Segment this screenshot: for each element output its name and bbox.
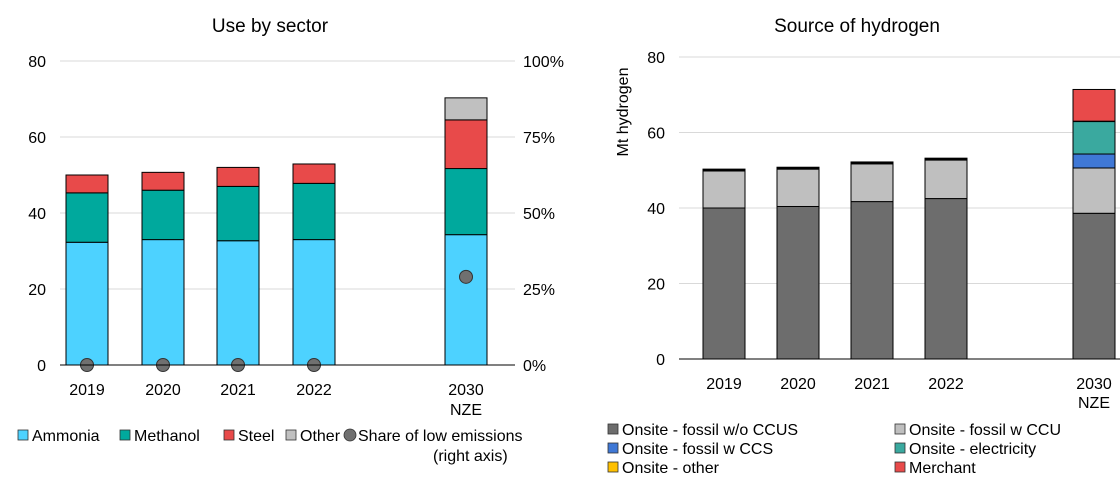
bar-segment-onsite-fossil-w-o-ccus	[776, 205, 820, 360]
bar-segment-merchant	[702, 168, 746, 171]
legend-label-merchant: Merchant	[909, 460, 976, 477]
legend-swatch-ammonia	[17, 429, 29, 441]
legend-label-onsite-electricity: Onsite - electricity	[909, 441, 1036, 458]
left-y-tick-label: 0	[37, 358, 46, 375]
bar-segment-onsite-fossil-w-ccu	[702, 170, 746, 209]
legend-swatch-onsite-fossil-w-ccs	[607, 442, 619, 454]
left-x-tick-label: 2030 NZE	[448, 382, 484, 419]
legend-swatch-merchant	[894, 461, 906, 473]
right-y-tick-label: 0	[656, 352, 665, 369]
left-x-tick-label: 2021	[220, 382, 256, 399]
left-x-tick-label: 2022	[296, 382, 332, 399]
legend-swatch-onsite-electricity	[894, 442, 906, 454]
right-gridlines	[679, 56, 1120, 284]
right-y-tick-label: 80	[647, 50, 665, 67]
legend-label-onsite-fossil-w-ccu: Onsite - fossil w CCU	[909, 422, 1061, 439]
bar-segment-merchant	[776, 166, 820, 169]
left-x-tick-label: 2020	[145, 382, 181, 399]
legend-swatch-share	[343, 428, 357, 442]
right-y-tick-label: 60	[647, 126, 665, 143]
bar-segment-methanol	[292, 182, 336, 241]
bar-segment-onsite-fossil-w-o-ccus	[850, 201, 894, 360]
bar-segment-steel	[292, 163, 336, 184]
right-y-axis-label: Mt hydrogen	[615, 68, 632, 157]
bar-segment-steel	[65, 174, 109, 194]
left-y2-tick-label: 0%	[523, 358, 546, 375]
left-gridlines	[60, 60, 515, 290]
bar-segment-ammonia	[216, 240, 260, 366]
bar-segment-onsite-electricity	[1072, 121, 1116, 155]
bar-segment-onsite-fossil-w-o-ccus	[1072, 212, 1116, 360]
legend-label-steel: Steel	[238, 428, 274, 445]
bar-segment-methanol	[65, 192, 109, 243]
left-y-tick-label: 80	[28, 54, 46, 71]
legend-label-onsite-fossil-w-o-ccus: Onsite - fossil w/o CCUS	[622, 422, 798, 439]
right-y-tick-label: 20	[647, 277, 665, 294]
left-legend: Ammonia Methanol Steel Other Share of low em…	[17, 428, 523, 465]
bar-segment-steel	[444, 119, 488, 170]
bar-segment-onsite-fossil-w-o-ccus	[702, 207, 746, 360]
bar-segment-onsite-fossil-w-ccu	[1072, 167, 1116, 214]
bar-segment-methanol	[216, 185, 260, 242]
left-y2-tick-label: 25%	[523, 282, 555, 299]
right-chart-title: Source of hydrogen	[774, 16, 940, 37]
right-x-tick-label: 2021	[854, 376, 890, 393]
bar-segment-onsite-fossil-w-ccu	[924, 159, 968, 200]
left-y2-tick-label: 100%	[523, 54, 564, 71]
legend-swatch-other	[285, 429, 297, 441]
right-axes: 0 20 40 60 80 2019 2020 2021 2022 2030 NZE	[647, 50, 1120, 412]
bar-segment-onsite-fossil-w-ccs	[1072, 153, 1116, 169]
right-y-tick-label: 40	[647, 201, 665, 218]
left-axes: 0 20 40 60 80 0% 25% 50% 75% 100% 2019 2020 2021 2022…	[28, 54, 564, 419]
legend-swatch-onsite-other	[607, 461, 619, 473]
bar-segment-onsite-fossil-w-ccu	[850, 163, 894, 203]
legend-swatch-onsite-fossil-w-ccu	[894, 423, 906, 435]
legend-label-onsite-fossil-w-ccs: Onsite - fossil w CCS	[622, 441, 773, 458]
right-x-tick-label: 2022	[928, 376, 964, 393]
left-bars	[65, 97, 488, 372]
right-bars	[702, 88, 1116, 360]
bar-segment-ammonia	[444, 234, 488, 366]
bar-segment-merchant	[1072, 88, 1116, 122]
bar-segment-merchant	[924, 157, 968, 160]
legend-label-share-of-low-emissions: Share of low emissions (right axis)	[358, 428, 523, 465]
legend-label-onsite-other: Onsite - other	[622, 460, 720, 477]
bar-segment-steel	[141, 171, 185, 191]
left-y-tick-label: 40	[28, 206, 46, 223]
legend-label-ammonia: Ammonia	[32, 428, 100, 445]
bar-segment-ammonia	[292, 239, 336, 366]
bar-segment-merchant	[850, 161, 894, 164]
bar-segment-ammonia	[65, 241, 109, 366]
bar-segment-onsite-fossil-w-o-ccus	[924, 198, 968, 360]
bar-segment-methanol	[444, 168, 488, 236]
bar-segment-steel	[216, 166, 260, 187]
bar-segment-other	[444, 97, 488, 121]
right-x-tick-label: 2030 NZE	[1076, 376, 1112, 412]
legend-label-methanol: Methanol	[134, 428, 200, 445]
left-x-tick-label: 2019	[69, 382, 105, 399]
right-legend: Onsite - fossil w/o CCUS Onsite - fossil …	[607, 422, 1061, 477]
left-y-tick-label: 60	[28, 130, 46, 147]
legend-swatch-steel	[223, 429, 235, 441]
left-chart-title: Use by sector	[212, 16, 329, 37]
left-y2-tick-label: 50%	[523, 206, 555, 223]
left-y-tick-label: 20	[28, 282, 46, 299]
legend-label-other: Other	[300, 428, 341, 445]
bar-segment-methanol	[141, 189, 185, 241]
bar-segment-ammonia	[141, 239, 185, 366]
bar-segment-onsite-fossil-w-ccu	[776, 168, 820, 207]
left-y2-tick-label: 75%	[523, 130, 555, 147]
right-x-tick-label: 2020	[780, 376, 816, 393]
legend-swatch-onsite-fossil-w-o-ccus	[607, 423, 619, 435]
legend-swatch-methanol	[119, 429, 131, 441]
right-x-tick-label: 2019	[706, 376, 742, 393]
share-low-emissions-point	[459, 269, 473, 284]
